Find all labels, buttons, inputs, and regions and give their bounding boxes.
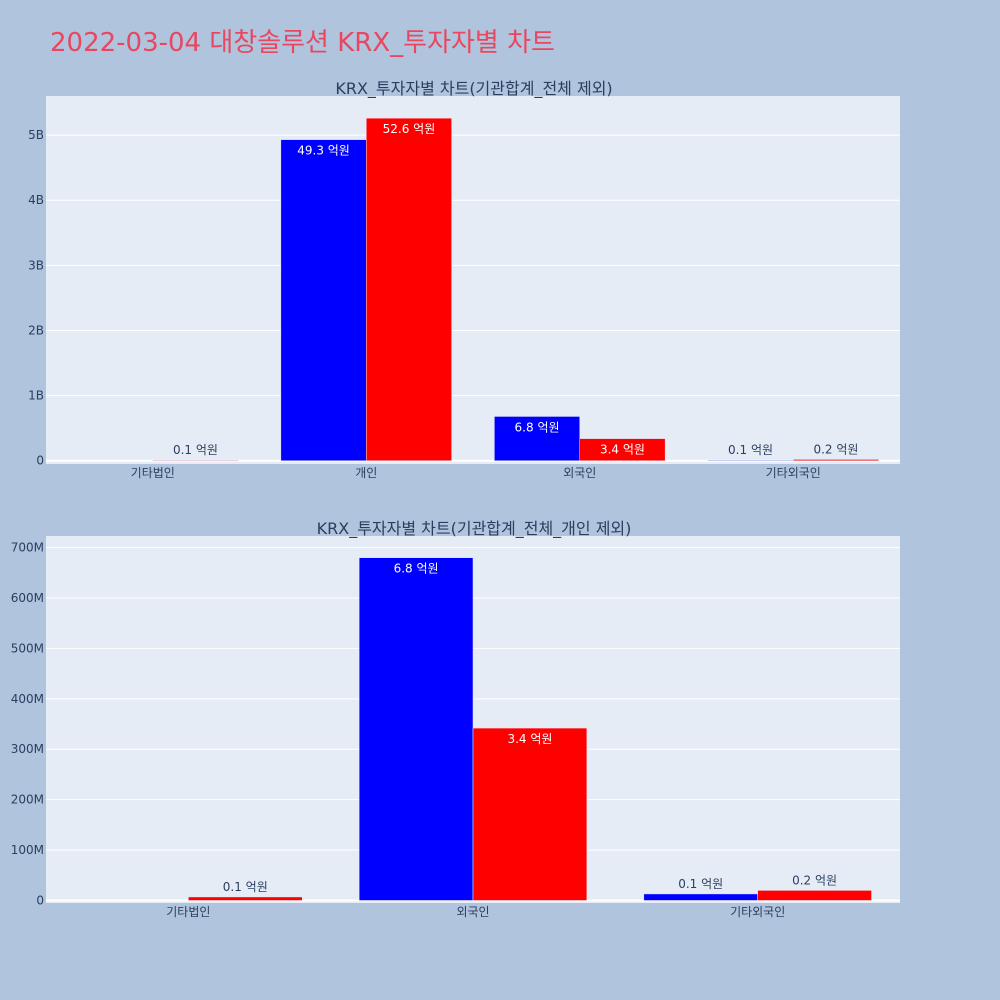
data-label: 0.1 억원 — [173, 443, 218, 457]
y-tick-label: 0 — [36, 454, 44, 468]
bar — [643, 893, 758, 901]
y-tick-label: 200M — [11, 793, 44, 807]
x-tick-label: 외국인 — [563, 466, 596, 480]
x-tick-label: 기타외국인 — [730, 905, 785, 919]
data-label: 0.1 억원 — [728, 443, 773, 457]
x-tick-label: 기타법인 — [166, 905, 210, 919]
data-label: 0.2 억원 — [792, 873, 837, 887]
data-label: 0.2 억원 — [813, 442, 858, 456]
chart-title: KRX_투자자별 차트(기관합계_전체 제외) — [335, 79, 612, 99]
y-tick-label: 2B — [28, 323, 44, 337]
y-tick-label: 700M — [11, 541, 44, 555]
x-tick-label: 개인 — [355, 466, 377, 480]
bar — [757, 890, 872, 901]
x-tick-label: 외국인 — [456, 905, 489, 919]
y-tick-label: 3B — [28, 258, 44, 272]
bar — [280, 139, 367, 461]
y-tick-label: 600M — [11, 591, 44, 605]
data-label: 3.4 억원 — [507, 732, 552, 746]
bar — [358, 557, 474, 901]
data-label: 6.8 억원 — [515, 420, 560, 434]
y-tick-label: 500M — [11, 641, 44, 655]
data-label: 0.1 억원 — [223, 880, 268, 894]
y-tick-label: 100M — [11, 843, 44, 857]
data-label: 3.4 억원 — [600, 443, 645, 457]
bar — [366, 117, 452, 461]
data-label: 6.8 억원 — [394, 562, 439, 576]
bar — [579, 438, 666, 461]
page-title: 2022-03-04 대창솔루션 KRX_투자자별 차트 — [50, 28, 555, 58]
x-tick-label: 기타법인 — [131, 466, 175, 480]
bar — [793, 459, 879, 461]
data-label: 52.6 억원 — [383, 122, 436, 136]
data-label: 0.1 억원 — [678, 877, 723, 891]
y-tick-label: 5B — [28, 128, 44, 142]
plot-area — [46, 96, 900, 464]
x-tick-label: 기타외국인 — [766, 466, 821, 480]
y-tick-label: 1B — [28, 389, 44, 403]
bar — [707, 459, 794, 461]
y-tick-label: 4B — [28, 193, 44, 207]
y-tick-label: 0 — [36, 893, 44, 907]
bar — [472, 727, 588, 901]
bar — [188, 896, 303, 901]
data-label: 49.3 억원 — [297, 144, 350, 158]
chart-title: KRX_투자자별 차트(기관합계_전체_개인 제외) — [317, 519, 632, 539]
y-tick-label: 300M — [11, 742, 44, 756]
bar — [152, 459, 239, 461]
y-tick-label: 400M — [11, 692, 44, 706]
